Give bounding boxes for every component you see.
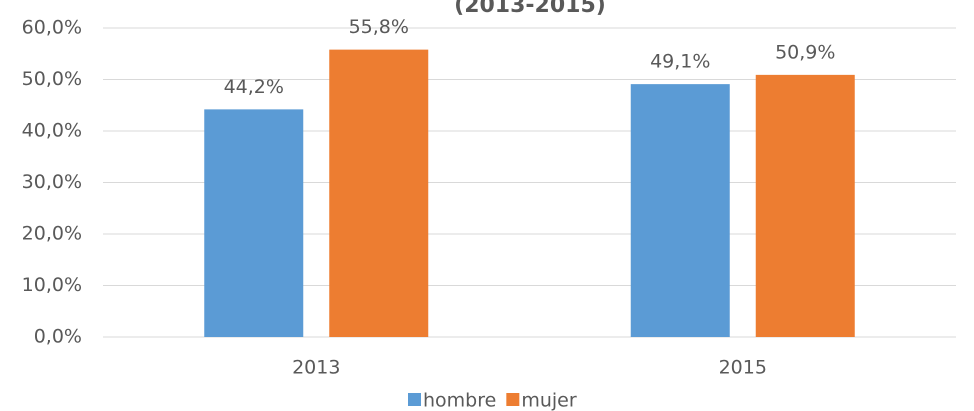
x-tick-label: 2013: [292, 357, 340, 379]
legend-label: mujer: [521, 390, 577, 411]
bar: [755, 74, 855, 338]
bar: [630, 84, 730, 337]
y-tick-label: 50,0%: [22, 68, 82, 90]
bar: [329, 49, 429, 337]
value-label: 55,8%: [349, 16, 409, 38]
legend-swatch: [408, 393, 421, 406]
x-tick-label: 2015: [719, 357, 767, 379]
value-label: 44,2%: [224, 76, 284, 98]
chart-title: (2013-2015): [454, 0, 606, 18]
legend-label: hombre: [423, 390, 496, 411]
y-tick-label: 20,0%: [22, 223, 82, 245]
y-tick-label: 60,0%: [22, 17, 82, 39]
y-tick-label: 40,0%: [22, 120, 82, 142]
y-tick-label: 10,0%: [22, 274, 82, 296]
legend-swatch: [506, 393, 520, 406]
bar: [204, 109, 304, 338]
y-tick-label: 30,0%: [22, 171, 82, 193]
value-label: 50,9%: [775, 41, 835, 63]
value-label: 49,1%: [650, 51, 710, 73]
y-tick-label: 0,0%: [34, 326, 82, 348]
